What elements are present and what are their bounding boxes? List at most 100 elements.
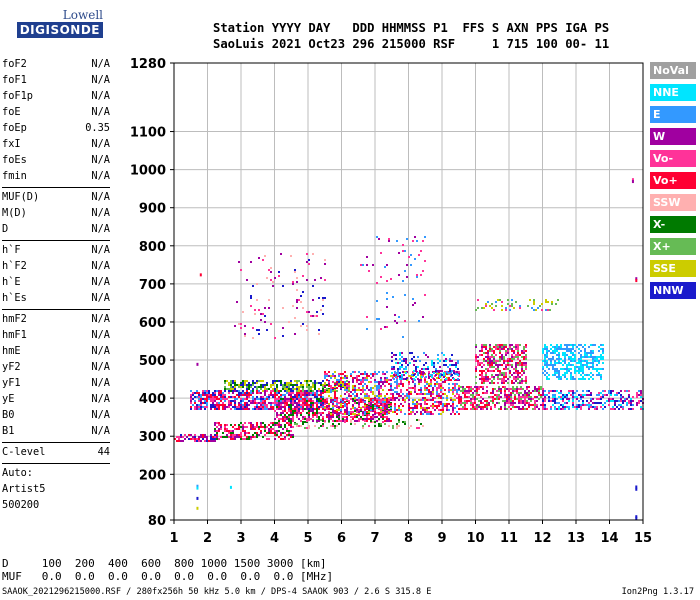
data-point (422, 270, 424, 272)
data-point (616, 406, 618, 408)
data-point (294, 400, 296, 402)
data-point (378, 383, 380, 385)
data-point (346, 383, 348, 385)
data-point (414, 387, 416, 389)
data-point (515, 378, 517, 380)
data-point (370, 399, 372, 401)
data-point (300, 394, 302, 396)
data-point (437, 370, 439, 372)
data-point (513, 358, 515, 360)
data-point (454, 385, 456, 387)
data-point (368, 270, 370, 272)
x-tick-label: 1 (169, 531, 178, 546)
data-point (292, 416, 294, 418)
data-point (298, 398, 300, 400)
data-point (403, 368, 405, 370)
data-point (292, 408, 294, 410)
data-point (374, 395, 376, 397)
data-point (252, 436, 254, 438)
data-point (330, 385, 332, 387)
data-point (570, 344, 572, 346)
data-point (445, 378, 447, 380)
data-point (412, 298, 414, 300)
data-point (246, 438, 248, 440)
data-point (306, 400, 308, 402)
data-point (475, 376, 477, 378)
data-point (491, 348, 493, 350)
data-point (268, 398, 270, 400)
data-point (424, 379, 426, 381)
data-point (302, 390, 304, 392)
data-point (390, 403, 392, 405)
data-point (449, 368, 451, 370)
data-point (296, 412, 298, 414)
data-point (518, 400, 520, 402)
data-point (538, 390, 540, 392)
data-point (486, 386, 488, 388)
data-point (312, 285, 314, 287)
data-point (292, 410, 294, 412)
data-point (586, 404, 588, 406)
data-point (512, 390, 514, 392)
data-point (578, 372, 580, 374)
data-point (455, 362, 457, 364)
data-point (260, 426, 262, 428)
data-point (376, 373, 378, 375)
data-point (456, 389, 458, 391)
data-point (392, 389, 394, 391)
data-point (394, 403, 396, 405)
data-point (440, 389, 442, 391)
data-point (632, 408, 634, 410)
data-point (582, 370, 584, 372)
data-point (430, 395, 432, 397)
data-point (520, 388, 522, 390)
data-point (352, 385, 354, 387)
data-point (286, 418, 288, 420)
data-point (354, 391, 356, 393)
data-point (497, 368, 499, 370)
data-point (198, 398, 200, 400)
data-point (358, 409, 360, 411)
data-point (564, 394, 566, 396)
data-point (479, 378, 481, 380)
data-point (280, 394, 282, 396)
data-point (411, 374, 413, 376)
data-point (554, 402, 556, 404)
data-point (620, 394, 622, 396)
data-point (438, 409, 440, 411)
data-point (409, 352, 411, 354)
data-point (204, 400, 206, 402)
data-point (200, 398, 202, 400)
data-point (487, 362, 489, 364)
data-point (364, 377, 366, 379)
data-point (578, 370, 580, 372)
data-point (489, 382, 491, 384)
data-point (408, 393, 410, 395)
data-point (425, 368, 427, 370)
data-point (491, 366, 493, 368)
data-point (272, 406, 274, 408)
data-point (576, 370, 578, 372)
data-point (405, 368, 407, 370)
data-point (280, 426, 282, 428)
data-point (240, 404, 242, 406)
data-point (554, 406, 556, 408)
data-point (194, 434, 196, 436)
data-point (368, 425, 370, 427)
data-point (276, 432, 278, 434)
data-point (402, 244, 404, 246)
data-point (226, 434, 228, 436)
data-point (242, 424, 244, 426)
data-point (296, 404, 298, 406)
data-point (424, 294, 426, 296)
data-point (521, 362, 523, 364)
data-point (254, 432, 256, 434)
data-point (492, 400, 494, 402)
data-point (424, 403, 426, 405)
data-point (590, 406, 592, 408)
data-point (566, 406, 568, 408)
data-point (422, 407, 424, 409)
data-point (374, 421, 376, 423)
data-point (506, 402, 508, 404)
data-point (284, 438, 286, 440)
